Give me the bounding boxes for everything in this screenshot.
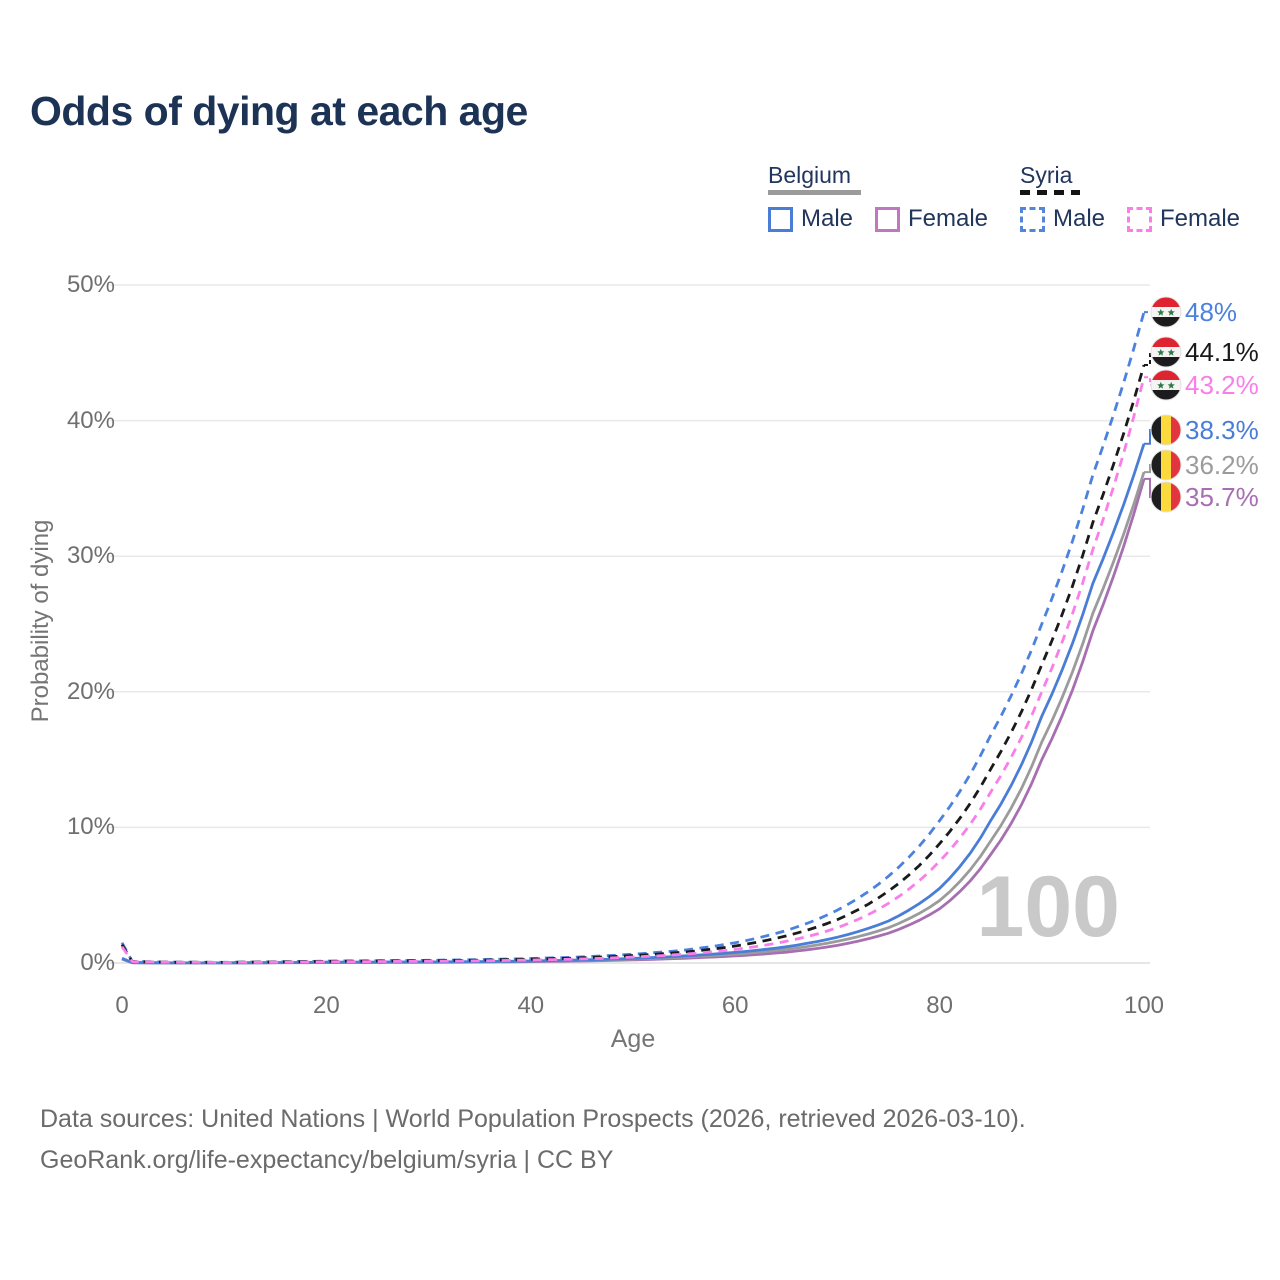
legend-label-syria-male[interactable]: Male (1053, 205, 1106, 232)
series-line-syria-female (120, 376, 1146, 964)
end-value-label-belgium-female: 35.7% (1185, 482, 1259, 512)
y-tick-label: 20% (66, 677, 115, 705)
end-label-leader (1144, 351, 1153, 366)
legend-checkbox-belgium-female[interactable] (875, 207, 900, 232)
syria-flag-icon (1151, 297, 1181, 327)
syria-flag-icon (1151, 337, 1181, 367)
legend-belgium-line-sample (768, 190, 861, 195)
legend-checkbox-syria-male[interactable] (1020, 207, 1045, 232)
flag-border (1150, 449, 1182, 481)
legend-label-belgium-male[interactable]: Male (801, 205, 854, 232)
data-sources-note: Data sources: United Nations | World Pop… (40, 1105, 1026, 1133)
x-tick-label: 20 (313, 992, 340, 1019)
end-value-label-syria-female: 43.2% (1185, 370, 1259, 400)
end-value-label-syria-male: 48% (1185, 297, 1238, 327)
flag-border (1150, 336, 1182, 368)
age-watermark: 100 (976, 859, 1121, 955)
y-tick-label: 10% (66, 813, 115, 841)
legend-checkbox-syria-female[interactable] (1127, 207, 1152, 232)
y-tick-label: 50% (66, 271, 115, 298)
x-tick-label: 0 (115, 992, 129, 1019)
syria-flag-icon (1151, 370, 1181, 400)
flag-border (1150, 481, 1182, 513)
y-tick-label: 40% (66, 406, 115, 434)
legend-group-belgium-title: Belgium (768, 162, 852, 188)
end-value-label-belgium-both: 36.2% (1185, 450, 1259, 480)
series-line-syria-male (120, 311, 1146, 964)
source-url-note: GeoRank.org/life-expectancy/belgium/syri… (40, 1146, 614, 1174)
flag-border (1150, 369, 1182, 401)
end-value-label-syria-both: 44.1% (1185, 337, 1259, 367)
end-value-label-belgium-male: 38.3% (1185, 415, 1259, 445)
legend-syria-line-sample (1020, 190, 1080, 195)
x-axis-title: Age (610, 1025, 656, 1053)
belgium-flag-icon (1151, 450, 1181, 480)
series-line-syria-both (120, 364, 1146, 964)
legend-group-syria-title: Syria (1020, 162, 1073, 188)
x-tick-label: 40 (517, 992, 545, 1019)
x-tick-label: 100 (1123, 992, 1165, 1019)
legend-checkbox-belgium-male[interactable] (768, 207, 793, 232)
line-chart-plot-area (110, 284, 1182, 965)
y-tick-label: 0% (80, 949, 115, 976)
flag-border (1150, 414, 1182, 446)
flag-border (1150, 296, 1182, 328)
belgium-flag-icon (1151, 482, 1181, 512)
x-tick-label: 80 (926, 992, 953, 1019)
y-axis-title: Probability of dying (27, 519, 54, 723)
x-tick-label: 60 (721, 992, 749, 1019)
y-tick-label: 30% (66, 542, 115, 570)
page-title: Odds of dying at each age (30, 88, 528, 134)
legend-label-belgium-female[interactable]: Female (908, 205, 989, 232)
belgium-flag-icon (1151, 415, 1181, 445)
legend-label-syria-female[interactable]: Female (1160, 205, 1241, 232)
